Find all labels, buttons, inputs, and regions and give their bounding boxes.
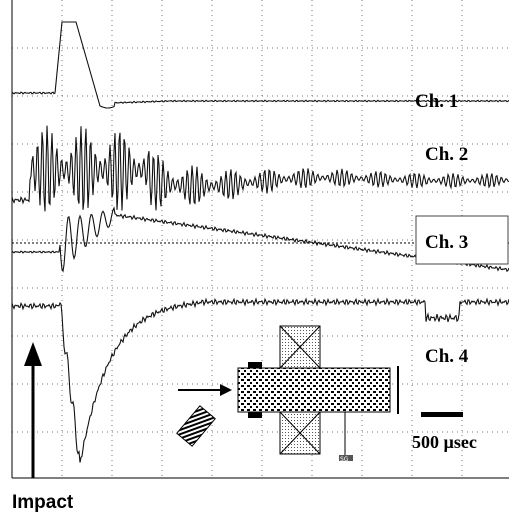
channel-label: Ch. 4 bbox=[425, 346, 469, 367]
caption: Impact bbox=[12, 492, 74, 513]
specimen-diagram bbox=[24, 325, 463, 478]
trace bbox=[11, 125, 509, 212]
trace bbox=[11, 21, 509, 109]
channel-label: Ch. 2 bbox=[425, 144, 468, 165]
channel-label: Ch. 3 bbox=[425, 232, 468, 253]
label-box bbox=[415, 215, 509, 265]
scale-label: 500 µsec bbox=[412, 432, 477, 452]
trace bbox=[11, 297, 509, 463]
channel-label: Ch. 1 bbox=[415, 91, 458, 112]
sensor-label: SG bbox=[340, 456, 349, 463]
